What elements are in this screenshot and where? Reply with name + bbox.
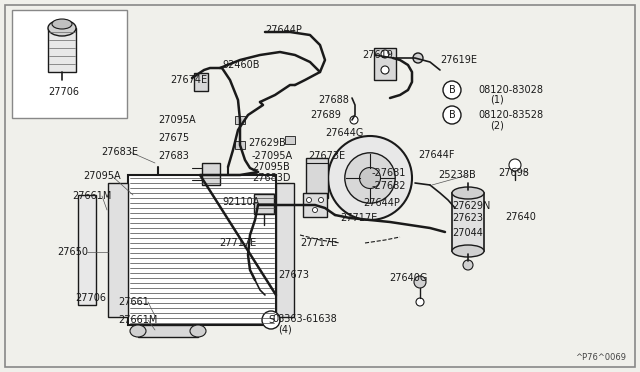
Text: 08363-61638: 08363-61638	[272, 314, 337, 324]
Text: 27706: 27706	[75, 293, 106, 303]
Bar	[254, 194, 274, 214]
Bar	[306, 158, 328, 198]
Circle shape	[443, 106, 461, 124]
Text: -27681: -27681	[372, 168, 406, 178]
Circle shape	[381, 66, 389, 74]
Text: 27640G: 27640G	[389, 273, 428, 283]
Bar	[235, 116, 245, 124]
Bar	[452, 193, 484, 251]
Text: 27644P: 27644P	[363, 198, 400, 208]
Text: 27644F: 27644F	[418, 150, 454, 160]
Ellipse shape	[52, 19, 72, 29]
Text: 08120-83028: 08120-83028	[478, 85, 543, 95]
Ellipse shape	[452, 245, 484, 257]
Text: 27619: 27619	[362, 50, 393, 60]
Text: 27683E: 27683E	[101, 147, 138, 157]
Text: -27095A: -27095A	[252, 151, 293, 161]
Circle shape	[319, 198, 323, 202]
Text: B: B	[449, 85, 456, 95]
Text: 27689: 27689	[310, 110, 341, 120]
Circle shape	[414, 276, 426, 288]
Bar	[108, 183, 128, 317]
Bar	[235, 141, 245, 149]
Circle shape	[463, 260, 473, 270]
Text: 27717E: 27717E	[340, 213, 377, 223]
Text: 27706: 27706	[48, 87, 79, 97]
Text: 27044: 27044	[452, 228, 483, 238]
Text: 27717E: 27717E	[300, 238, 337, 248]
Circle shape	[307, 198, 312, 202]
Text: (4): (4)	[278, 325, 292, 335]
Text: ^P76^0069: ^P76^0069	[575, 353, 626, 362]
Ellipse shape	[48, 20, 76, 36]
Bar	[194, 73, 208, 91]
Circle shape	[509, 159, 521, 171]
Bar	[374, 48, 396, 80]
Text: (1): (1)	[490, 95, 504, 105]
Circle shape	[381, 50, 389, 58]
Bar	[202, 163, 220, 185]
Circle shape	[416, 298, 424, 306]
Circle shape	[312, 208, 317, 212]
Text: 27683: 27683	[158, 151, 189, 161]
Text: 27661: 27661	[118, 297, 149, 307]
Text: S: S	[268, 315, 274, 325]
Text: 27095B: 27095B	[252, 162, 290, 172]
Circle shape	[360, 167, 381, 189]
Text: 92110A: 92110A	[222, 197, 259, 207]
Text: 27095A: 27095A	[158, 115, 196, 125]
Ellipse shape	[190, 325, 206, 337]
Text: 27683D: 27683D	[252, 173, 291, 183]
Circle shape	[345, 153, 396, 203]
Text: 27673: 27673	[278, 270, 309, 280]
Circle shape	[350, 116, 358, 124]
Bar	[303, 193, 327, 217]
Bar	[128, 175, 276, 325]
Text: -27682: -27682	[372, 181, 406, 191]
Text: 27095A: 27095A	[83, 171, 120, 181]
Text: 27619E: 27619E	[440, 55, 477, 65]
Text: 27674E: 27674E	[170, 75, 207, 85]
Text: 27688: 27688	[318, 95, 349, 105]
Bar	[78, 195, 96, 305]
Text: B: B	[449, 110, 456, 120]
Text: 27661M: 27661M	[72, 191, 111, 201]
Text: 27640: 27640	[505, 212, 536, 222]
Circle shape	[328, 136, 412, 220]
Bar	[48, 28, 76, 72]
Ellipse shape	[452, 187, 484, 199]
Text: 27644P: 27644P	[265, 25, 302, 35]
Bar	[138, 325, 198, 337]
Text: 08120-83528: 08120-83528	[478, 110, 543, 120]
Text: 92460B: 92460B	[222, 60, 259, 70]
Text: 27698: 27698	[498, 168, 529, 178]
Bar	[285, 136, 295, 144]
Text: 27675: 27675	[158, 133, 189, 143]
Text: 27650: 27650	[57, 247, 88, 257]
Bar	[12, 10, 127, 118]
Circle shape	[443, 81, 461, 99]
Text: 27661M: 27661M	[118, 315, 157, 325]
Text: 27644G: 27644G	[325, 128, 364, 138]
Text: 27717E: 27717E	[219, 238, 256, 248]
Bar	[276, 183, 294, 317]
Text: (2): (2)	[490, 120, 504, 130]
Text: 27623: 27623	[452, 213, 483, 223]
Text: 27673E: 27673E	[308, 151, 345, 161]
Ellipse shape	[130, 325, 146, 337]
Circle shape	[413, 53, 423, 63]
Text: 25238B: 25238B	[438, 170, 476, 180]
Text: 27629N: 27629N	[452, 201, 490, 211]
Circle shape	[262, 311, 280, 329]
Text: 27629B: 27629B	[248, 138, 285, 148]
